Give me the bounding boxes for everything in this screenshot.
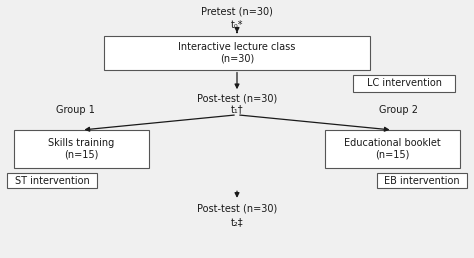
FancyBboxPatch shape [377, 173, 467, 188]
Text: t₁†: t₁† [231, 105, 243, 115]
FancyBboxPatch shape [14, 130, 149, 168]
Text: ST intervention: ST intervention [15, 176, 90, 186]
Text: Post-test (n=30): Post-test (n=30) [197, 204, 277, 214]
Text: LC intervention: LC intervention [367, 78, 442, 88]
FancyBboxPatch shape [104, 36, 370, 70]
Text: Interactive lecture class
(n=30): Interactive lecture class (n=30) [178, 42, 296, 64]
Text: Skills training
(n=15): Skills training (n=15) [48, 138, 115, 160]
FancyBboxPatch shape [7, 173, 97, 188]
FancyBboxPatch shape [353, 75, 455, 92]
Text: Post-test (n=30): Post-test (n=30) [197, 93, 277, 103]
Text: t₂‡: t₂‡ [231, 217, 243, 227]
Text: EB intervention: EB intervention [384, 176, 460, 186]
Text: Group 2: Group 2 [379, 105, 418, 115]
Text: Group 1: Group 1 [56, 105, 95, 115]
Text: Educational booklet
(n=15): Educational booklet (n=15) [344, 138, 441, 160]
Text: Pretest (n=30): Pretest (n=30) [201, 7, 273, 17]
FancyBboxPatch shape [325, 130, 460, 168]
Text: t₀*: t₀* [231, 20, 243, 29]
